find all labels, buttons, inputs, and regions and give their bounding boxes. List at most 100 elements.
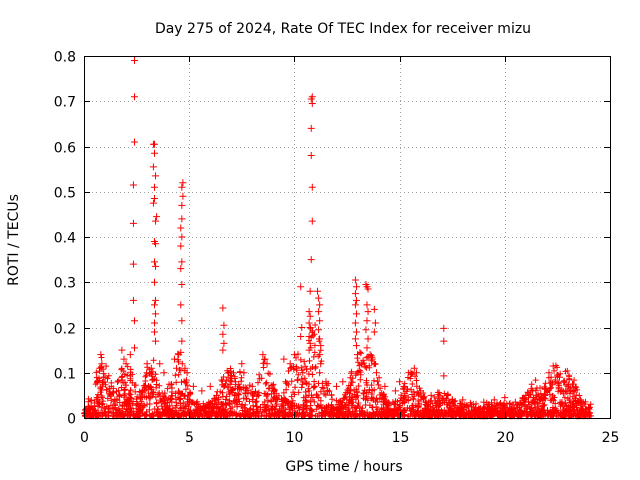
data-point: [101, 373, 109, 381]
data-point: [286, 360, 294, 368]
data-point: [280, 355, 288, 363]
data-point: [129, 260, 137, 268]
data-point: [213, 391, 221, 399]
data-point: [363, 301, 371, 309]
data-point: [417, 387, 425, 395]
data-point: [560, 378, 568, 386]
data-point: [130, 93, 138, 101]
data-point: [129, 296, 137, 304]
data-point: [297, 283, 305, 291]
data-point: [459, 396, 467, 404]
grid-layer: [84, 56, 610, 418]
data-point: [480, 398, 488, 406]
data-point: [308, 183, 316, 191]
data-point: [178, 317, 186, 325]
data-point: [179, 179, 187, 187]
data-point: [238, 360, 246, 368]
data-point: [501, 394, 509, 402]
data-point: [315, 294, 323, 302]
data-point: [440, 337, 448, 345]
data-point: [570, 387, 578, 395]
data-point: [547, 373, 555, 381]
data-point: [363, 344, 371, 352]
data-point: [126, 351, 134, 359]
data-point: [315, 326, 323, 334]
y-tick-label: 0.6: [54, 141, 76, 157]
data-point: [556, 373, 564, 381]
data-point: [156, 360, 164, 368]
data-point: [178, 281, 186, 289]
data-point: [391, 387, 399, 395]
data-point: [305, 319, 313, 327]
data-point: [306, 324, 314, 331]
data-point: [150, 319, 158, 327]
data-point: [316, 369, 324, 377]
data-point: [396, 378, 404, 386]
data-point: [412, 369, 420, 377]
data-point: [240, 369, 248, 377]
data-point: [97, 351, 105, 359]
data-point: [332, 382, 340, 390]
data-point: [219, 346, 227, 354]
data-point: [532, 391, 540, 399]
data-point: [352, 310, 360, 318]
data-point: [178, 337, 186, 345]
data-point: [219, 330, 227, 338]
data-point: [316, 335, 324, 343]
data-point: [585, 405, 593, 413]
data-point: [545, 369, 553, 377]
data-point: [178, 201, 186, 209]
data-point: [98, 360, 106, 368]
data-point: [308, 217, 316, 225]
data-point: [366, 351, 374, 359]
data-point: [150, 328, 158, 336]
data-point: [220, 321, 228, 329]
data-point: [381, 382, 389, 390]
data-point: [290, 351, 298, 359]
ticks-layer: 0 0.1 0.2 0.3 0.4 0.5 0.6 0.7 0.8 0 5 10 15 20 25: [54, 50, 620, 447]
data-point: [152, 296, 160, 304]
data-point: [352, 296, 360, 304]
data-point: [400, 382, 408, 390]
data-point: [153, 213, 161, 221]
dense-band-layer: [81, 322, 594, 420]
data-point: [345, 387, 353, 395]
y-tick-label: 0.7: [54, 95, 76, 111]
data-point: [371, 319, 379, 327]
data-point: [351, 301, 359, 309]
x-tick-label: 15: [392, 430, 410, 446]
data-point: [364, 285, 372, 293]
data-point: [122, 360, 130, 368]
data-point: [120, 355, 128, 363]
data-point: [368, 355, 376, 363]
data-point: [549, 362, 557, 370]
data-point: [130, 344, 138, 352]
data-point: [410, 364, 418, 372]
data-point: [307, 256, 315, 264]
data-point: [469, 400, 477, 408]
data-point: [150, 301, 158, 309]
data-point: [351, 335, 359, 343]
data-point: [352, 328, 360, 336]
data-point: [306, 287, 314, 295]
data-point: [219, 304, 227, 312]
data-point: [269, 387, 277, 395]
data-point: [130, 57, 138, 65]
data-point: [305, 346, 313, 354]
data-point: [183, 369, 191, 377]
data-point: [317, 342, 325, 350]
data-point: [177, 224, 185, 232]
data-point: [147, 364, 155, 372]
data-point: [297, 333, 305, 341]
data-point: [440, 324, 448, 332]
data-point: [307, 152, 315, 160]
chart-title: Day 275 of 2024, Rate Of TEC Index for r…: [155, 21, 531, 37]
y-tick-label: 0.2: [54, 322, 76, 338]
y-tick-label: 0.1: [54, 367, 76, 383]
data-point: [152, 240, 160, 248]
data-point: [130, 138, 138, 146]
data-point: [440, 372, 448, 380]
data-point: [248, 382, 256, 390]
data-point: [150, 258, 158, 266]
data-point: [299, 369, 307, 377]
